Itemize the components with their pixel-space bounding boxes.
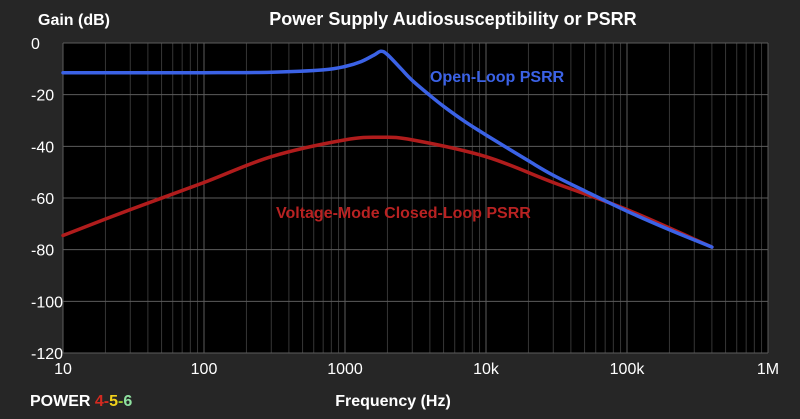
grid-lines [62, 42, 769, 354]
y-tick-label: -120 [31, 346, 63, 363]
labels: Gain (dB) Power Supply Audiosusceptibili… [30, 9, 637, 410]
brand-dash-1: - [104, 393, 109, 410]
y-tick-label: -60 [31, 191, 54, 208]
brand-part-5: 5 [109, 393, 118, 410]
closed-loop-series-label: Voltage-Mode Closed-Loop PSRR [276, 205, 531, 222]
y-tick-label: 0 [31, 36, 40, 53]
y-axis-title: Gain (dB) [38, 12, 110, 29]
closed-loop-psrr-line [61, 135, 714, 249]
y-tick-label: -40 [31, 139, 54, 156]
x-axis-title: Frequency (Hz) [335, 393, 451, 410]
brand-dash-2: - [118, 393, 123, 410]
x-tick-label: 1000 [327, 361, 363, 378]
brand-logo: POWER 4-5-6 [30, 393, 132, 410]
x-tick-label: 100k [610, 361, 646, 378]
series-lines [61, 49, 714, 249]
brand-part-6: 6 [123, 393, 132, 410]
x-tick-label: 100 [191, 361, 218, 378]
chart-title: Power Supply Audiosusceptibility or PSRR [269, 9, 636, 29]
x-tick-label: 10 [54, 361, 72, 378]
y-tick-label: -100 [31, 294, 63, 311]
x-tick-label: 1M [757, 361, 779, 378]
y-tick-label: -20 [31, 88, 54, 105]
brand-prefix: POWER [30, 393, 95, 410]
brand-part-4: 4 [95, 393, 104, 410]
open-loop-series-label: Open-Loop PSRR [430, 69, 565, 86]
open-loop-psrr-line [61, 49, 714, 249]
x-tick-label: 10k [473, 361, 500, 378]
y-tick-label: -80 [31, 243, 54, 260]
